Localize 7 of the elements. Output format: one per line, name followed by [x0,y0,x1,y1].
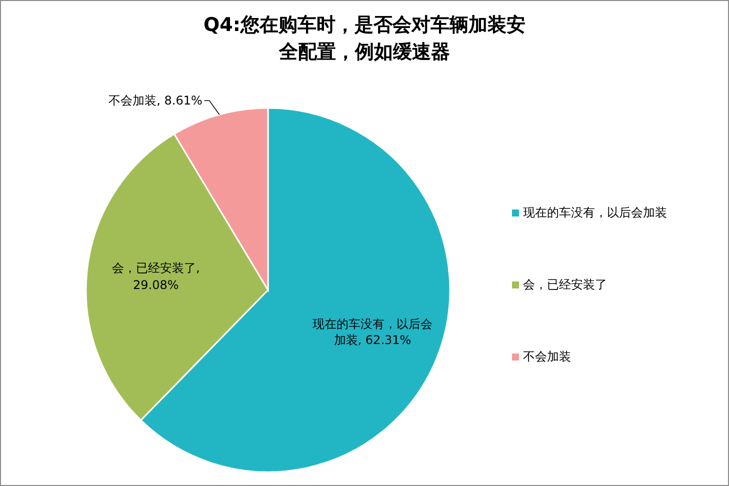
data-label: 会，已经安装了, 29.08% [111,260,201,294]
legend-label: 现在的车没有，以后会加装 [523,204,667,222]
chart-title: Q4:您在购车时，是否会对车辆加装安全配置，例如缓速器 [202,13,526,65]
legend-label: 不会加装 [523,348,571,366]
data-label: 不会加装, 8.61% [108,92,202,110]
legend-label: 会，已经安装了 [523,276,607,294]
data-label: 现在的车没有，以后会加装, 62.31% [312,316,434,350]
